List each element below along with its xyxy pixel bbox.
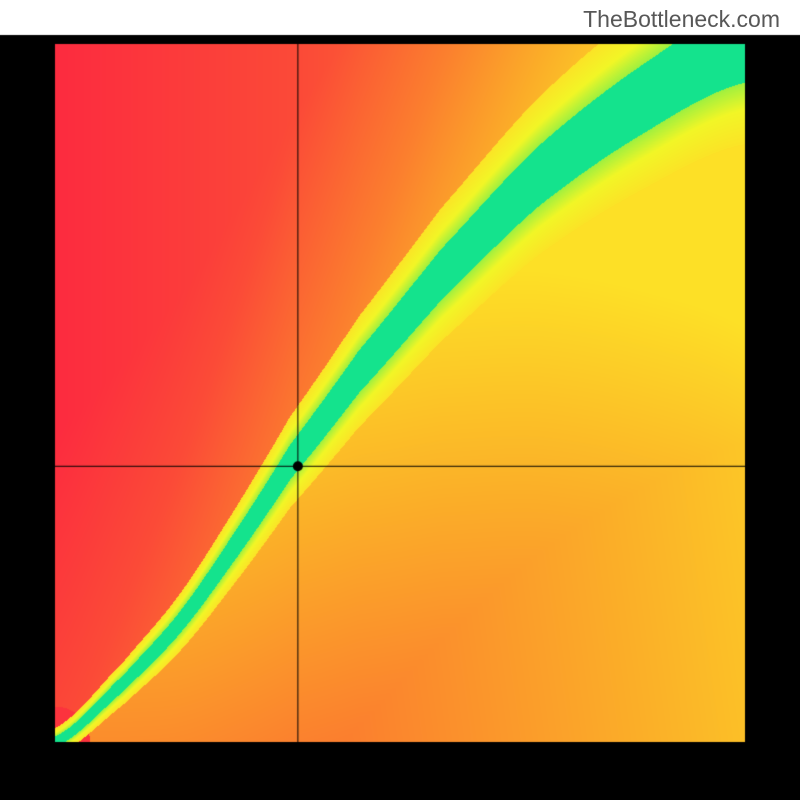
watermark-text: TheBottleneck.com [583, 6, 780, 33]
bottleneck-heatmap [0, 0, 800, 800]
